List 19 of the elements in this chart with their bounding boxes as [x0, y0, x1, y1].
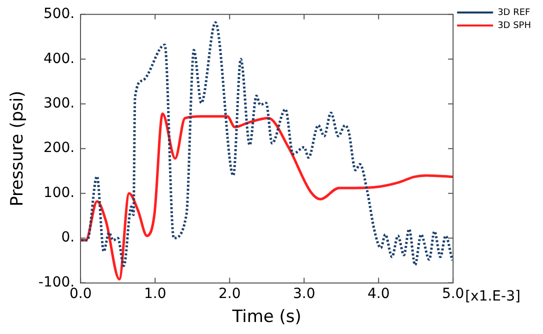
x-tick-label: 3.0 — [292, 286, 316, 302]
y-tick-label: 100. — [43, 184, 75, 201]
y-tick-label: 200. — [43, 140, 75, 156]
x-tick-label: 5.0 — [442, 286, 464, 302]
x-tick-label: 0.0 — [69, 286, 92, 302]
x-tick-label: 2.0 — [218, 286, 241, 302]
y-axis-title: Pressure (psi) — [8, 90, 28, 206]
y-tick-label: 500. — [43, 6, 75, 22]
legend-label: 3D SPH — [498, 20, 532, 31]
line-series — [80, 21, 454, 268]
x-tick-label: 1.0 — [144, 286, 166, 302]
x-tick-label: 4.0 — [367, 286, 390, 302]
y-tick-label: 400. — [43, 50, 75, 67]
line-series — [80, 112, 454, 280]
text: [x1.E-3] — [465, 288, 520, 304]
x-axis-title: Time (s) — [231, 307, 302, 328]
y-tick-label: 300. — [43, 96, 75, 112]
legend-label: 3D REF — [498, 8, 530, 18]
y-tick-label: 0. — [61, 230, 75, 246]
